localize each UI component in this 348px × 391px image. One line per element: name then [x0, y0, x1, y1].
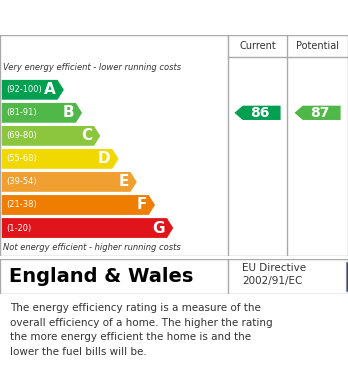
Text: G: G: [153, 221, 165, 235]
Polygon shape: [2, 218, 173, 238]
Text: (39-54): (39-54): [6, 178, 37, 187]
Polygon shape: [2, 80, 64, 100]
Polygon shape: [2, 103, 82, 123]
Text: Very energy efficient - lower running costs: Very energy efficient - lower running co…: [3, 63, 182, 72]
Text: (81-91): (81-91): [6, 108, 37, 117]
Text: F: F: [137, 197, 147, 212]
Text: (69-80): (69-80): [6, 131, 37, 140]
Text: A: A: [44, 82, 56, 97]
Text: (21-38): (21-38): [6, 201, 37, 210]
Text: Current: Current: [239, 41, 276, 51]
Text: The energy efficiency rating is a measure of the
overall efficiency of a home. T: The energy efficiency rating is a measur…: [10, 303, 273, 357]
Text: (1-20): (1-20): [6, 224, 31, 233]
Polygon shape: [2, 195, 155, 215]
Polygon shape: [2, 172, 137, 192]
Text: EU Directive
2002/91/EC: EU Directive 2002/91/EC: [242, 263, 306, 286]
Text: 87: 87: [310, 106, 330, 120]
Text: E: E: [118, 174, 129, 190]
Text: (92-100): (92-100): [6, 85, 42, 94]
FancyBboxPatch shape: [346, 262, 348, 291]
Text: D: D: [98, 151, 111, 167]
Text: 86: 86: [250, 106, 270, 120]
Polygon shape: [2, 149, 119, 169]
Text: B: B: [62, 105, 74, 120]
Text: (55-68): (55-68): [6, 154, 37, 163]
Text: Potential: Potential: [296, 41, 339, 51]
Text: Energy Efficiency Rating: Energy Efficiency Rating: [10, 9, 220, 23]
Text: C: C: [81, 128, 92, 143]
Polygon shape: [2, 126, 100, 146]
Polygon shape: [294, 106, 341, 120]
Polygon shape: [235, 106, 280, 120]
Text: England & Wales: England & Wales: [9, 267, 193, 286]
Text: Not energy efficient - higher running costs: Not energy efficient - higher running co…: [3, 243, 181, 252]
